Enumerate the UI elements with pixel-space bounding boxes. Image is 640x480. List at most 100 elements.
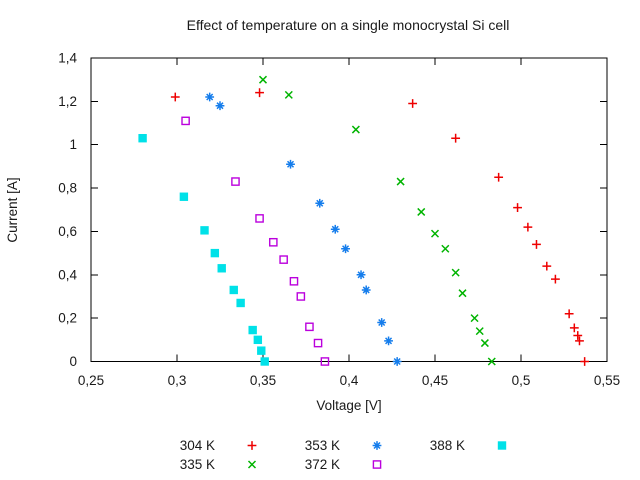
marker-asterisk-icon [356,270,366,280]
x-tick-label: 0,45 [422,373,448,388]
marker-plus-icon [247,441,257,450]
marker-plus-icon [542,261,552,271]
marker-plus-icon [573,331,583,340]
marker-filled-square-icon [257,346,266,355]
marker-cross-icon [258,75,268,84]
plot-border-group [90,57,608,362]
marker-cross-icon [458,289,467,298]
marker-asterisk-icon [315,198,325,208]
axis-ticks-group: 0,25 0,3 0,35 0,4 0,45 0,5 0,55 0 0,2 0,4 0,6 0,8 1 1… [58,51,620,389]
marker-filled-square-icon [210,248,220,258]
marker-asterisk-icon [215,101,225,111]
marker-filled-square-icon [248,325,257,335]
y-tick-label: 0,8 [58,181,77,196]
marker-open-square-icon [289,276,299,286]
marker-filled-square-icon [253,335,263,345]
series-304-K [170,88,590,366]
marker-open-square-icon [279,255,288,264]
marker-asterisk-icon [330,224,340,234]
marker-cross-icon [430,229,440,238]
marker-cross-icon [247,460,257,469]
marker-cross-icon [284,90,293,99]
marker-asterisk-icon [392,357,402,366]
x-tick-label: 0,5 [512,373,531,388]
marker-asterisk-icon [361,285,371,295]
marker-plus-icon [551,274,560,284]
marker-open-square-icon [320,357,330,366]
marker-open-square-icon [255,214,264,223]
y-tick-label: 1 [69,137,77,152]
marker-asterisk-icon [377,318,387,327]
marker-open-square-icon [372,460,382,469]
marker-open-square-icon [313,338,323,348]
y-tick-label: 0,4 [58,267,77,282]
marker-filled-square-icon [236,298,245,308]
marker-filled-square-icon [229,285,238,295]
marker-plus-icon [580,357,590,366]
y-tick-label: 1,2 [58,94,77,109]
x-tick-label: 0,25 [78,373,104,388]
y-tick-label: 1,4 [58,51,77,66]
marker-plus-icon [575,336,584,346]
marker-filled-square-icon [497,441,507,450]
plot-border [90,57,608,362]
marker-cross-icon [451,268,460,277]
marker-plus-icon [532,240,541,249]
legend-label: 372 K [305,457,340,472]
marker-plus-icon [494,172,504,182]
marker-cross-icon [396,177,405,186]
marker-cross-icon [487,357,496,366]
marker-plus-icon [569,323,579,333]
marker-open-square-icon [269,237,278,247]
marker-asterisk-icon [286,159,295,169]
marker-filled-square-icon [138,134,147,143]
marker-filled-square-icon [260,357,269,366]
y-tick-label: 0 [69,354,77,369]
marker-asterisk-icon [384,336,393,346]
marker-plus-icon [513,203,522,212]
series-372-K [181,116,330,366]
marker-plus-icon [408,99,418,108]
x-tick-label: 0,4 [340,373,359,388]
legend-label: 304 K [180,438,215,453]
marker-open-square-icon [305,322,314,332]
marker-filled-square-icon [179,192,189,201]
marker-asterisk-icon [341,244,350,254]
marker-asterisk-icon [372,441,382,450]
marker-cross-icon [351,125,360,134]
marker-plus-icon [451,133,461,143]
legend-label: 353 K [305,438,340,453]
marker-filled-square-icon [200,226,209,235]
series-388-K [138,134,269,366]
legend-label: 388 K [430,438,465,453]
marker-filled-square-icon [217,264,226,273]
marker-cross-icon [470,314,479,323]
marker-plus-icon [523,222,533,232]
marker-cross-icon [475,327,484,336]
y-axis-label: Current [A] [5,177,20,242]
marker-plus-icon [564,309,574,319]
x-tick-label: 0,55 [594,373,620,388]
marker-plus-icon [255,88,264,98]
series-353-K [205,92,402,366]
marker-asterisk-icon [205,92,215,102]
marker-open-square-icon [231,177,240,186]
legend: 304 K 335 K 353 K 372 K 388 K [180,438,507,472]
x-axis-label: Voltage [V] [316,398,381,413]
data-points-group [138,75,590,366]
marker-open-square-icon [296,292,306,301]
marker-open-square-icon [181,116,190,126]
marker-plus-icon [170,92,180,102]
chart-title: Effect of temperature on a single monocr… [187,17,510,33]
x-tick-label: 0,3 [168,373,187,388]
legend-label: 335 K [180,457,215,472]
marker-cross-icon [417,207,426,216]
y-tick-label: 0,6 [58,224,77,239]
marker-cross-icon [441,244,450,253]
marker-cross-icon [480,339,489,348]
series-335-K [258,75,496,366]
x-tick-label: 0,35 [250,373,276,388]
y-tick-label: 0,2 [58,311,77,326]
